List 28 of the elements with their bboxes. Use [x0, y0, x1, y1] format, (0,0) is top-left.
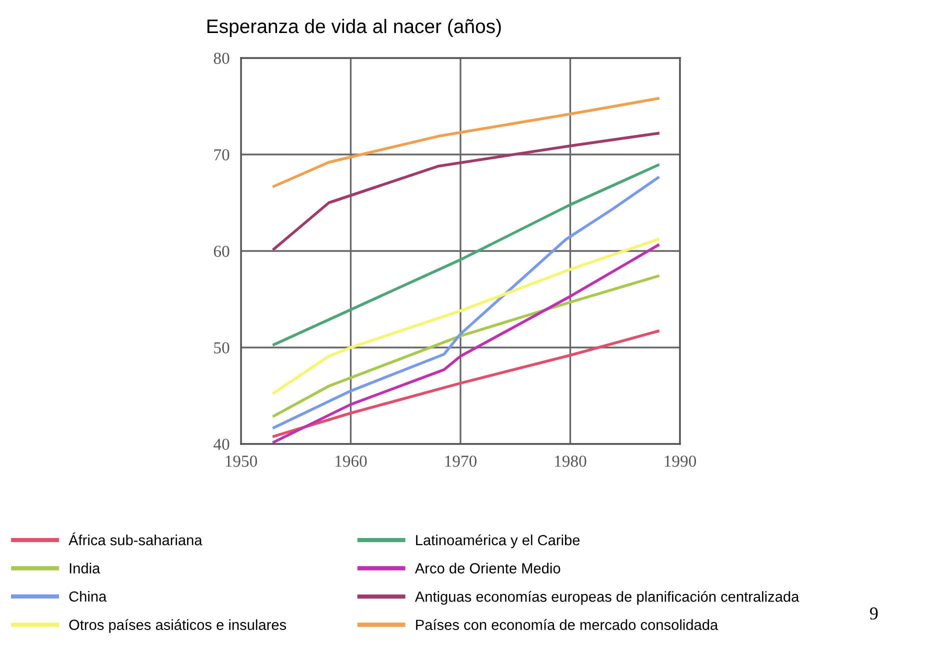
line-series [272, 238, 660, 394]
legend-label: Otros países asiáticos e insulares [69, 619, 286, 633]
x-tick-label: 1960 [336, 456, 367, 467]
line-series [272, 330, 660, 438]
y-tick-label: 40 [214, 438, 230, 450]
x-tick-label: 1980 [555, 456, 586, 467]
y-tick-label: 80 [214, 52, 230, 64]
line-series [272, 274, 660, 418]
line-series [272, 164, 660, 346]
legend-label: África sub-sahariana [68, 532, 202, 546]
line-series [272, 97, 660, 188]
legend-label: Latinoamérica y el Caribe [416, 534, 580, 548]
line-series [272, 244, 660, 444]
line-series [272, 176, 660, 429]
text: 9 [870, 607, 878, 620]
line-series [272, 132, 660, 250]
x-tick-label: 1970 [445, 456, 477, 467]
chart-title: Esperanza de vida al nacer (años) [207, 18, 501, 38]
y-tick-label: 60 [214, 246, 230, 257]
legend-label: Arco de Oriente Medio [414, 562, 560, 574]
legend-label: Antiguas economías europeas de planificación centralizada [414, 590, 800, 605]
x-tick-label: 1950 [226, 456, 258, 467]
y-tick-label: 70 [214, 149, 230, 160]
legend-label: India [70, 562, 100, 574]
legend-label: China [69, 590, 107, 602]
y-tick-label: 50 [214, 342, 230, 354]
x-tick-label: 1990 [664, 456, 696, 467]
legend-label: Países con economía de mercado consolidada [416, 619, 718, 630]
